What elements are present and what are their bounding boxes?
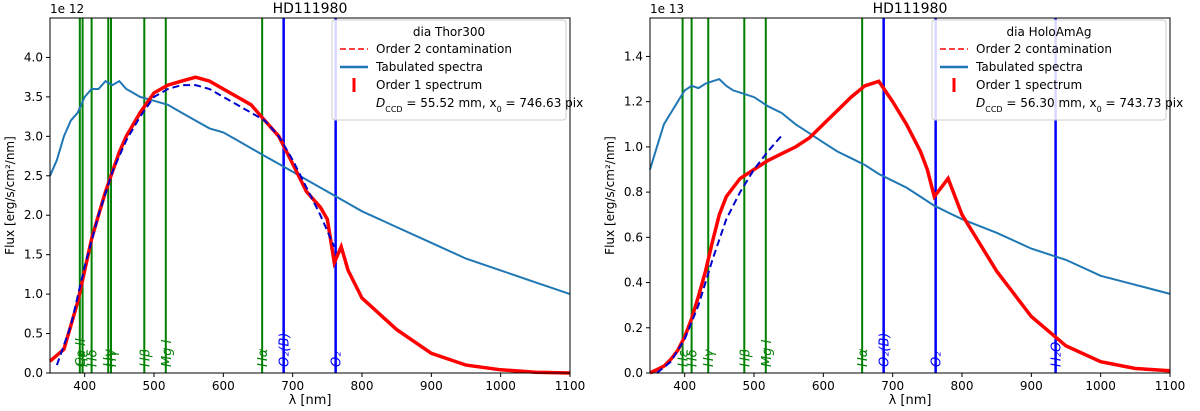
legend-entry-label: Tabulated spectra bbox=[975, 60, 1083, 74]
spectral-line-label: Hα bbox=[856, 348, 871, 367]
spectral-line-label: Ca II bbox=[74, 338, 89, 367]
x-tick-label: 900 bbox=[420, 379, 443, 393]
spectral-line-label: Hδ bbox=[86, 349, 101, 367]
spectral-line-label: O₂ bbox=[330, 352, 345, 367]
legend-title: dia HoloAmAg bbox=[1007, 25, 1092, 39]
spectral-line-label: Hε bbox=[677, 350, 692, 367]
spectral-line-label: Mg I bbox=[160, 339, 175, 367]
y-tick-label: 0.0 bbox=[624, 366, 643, 380]
axis-offset-text: 1e 13 bbox=[650, 2, 684, 16]
y-tick-label: 3.5 bbox=[24, 90, 43, 104]
y-tick-label: 3.0 bbox=[24, 129, 43, 143]
spectral-line-label: H₂O bbox=[1050, 342, 1065, 367]
legend-note-part: 0 bbox=[497, 105, 502, 114]
spectral-line-label: Hβ bbox=[138, 349, 153, 367]
legend-box bbox=[931, 19, 1167, 121]
y-tick-label: 0.6 bbox=[624, 230, 643, 244]
legend-note-part: 0 bbox=[1097, 105, 1102, 114]
plot-frame bbox=[49, 17, 571, 374]
legend-note-part: = 55.52 mm, x bbox=[403, 96, 497, 110]
legend-note-part: = 56.30 mm, x bbox=[1003, 96, 1097, 110]
spectral-line-label: Hα bbox=[256, 348, 271, 367]
series-order-1-spectrum bbox=[649, 79, 1171, 375]
legend-note-part: CCD bbox=[985, 105, 1002, 114]
spectral-line-label: O₂(B) bbox=[278, 332, 293, 367]
x-tick-label: 900 bbox=[1020, 379, 1043, 393]
legend-entry-label: Order 1 spectrum bbox=[976, 78, 1082, 92]
x-tick-label: 800 bbox=[351, 379, 374, 393]
y-tick-label: 1.2 bbox=[624, 95, 643, 109]
spectral-line-label: Hγ bbox=[105, 348, 120, 367]
x-tick-label: 700 bbox=[281, 379, 304, 393]
x-tick-label: 700 bbox=[881, 379, 904, 393]
plot-frame bbox=[649, 17, 1171, 374]
legend-note-part: = 743.73 pix bbox=[1102, 96, 1184, 110]
y-tick-label: 1.5 bbox=[24, 248, 43, 262]
x-tick-label: 1000 bbox=[1085, 379, 1116, 393]
x-tick-label: 1100 bbox=[1155, 379, 1186, 393]
legend-box bbox=[331, 19, 567, 121]
legend-entry-label: Order 1 spectrum bbox=[376, 78, 482, 92]
y-tick-label: 0.5 bbox=[24, 327, 43, 341]
series-order-2-contamination bbox=[656, 134, 783, 374]
legend-entry-label: Order 2 contamination bbox=[976, 42, 1112, 56]
legend-note-part: CCD bbox=[385, 105, 402, 114]
x-axis-label: λ [nm] bbox=[889, 393, 932, 408]
y-axis-label: Flux [erg/s/cm²/nm] bbox=[3, 136, 17, 255]
chart-title: HD111980 bbox=[873, 1, 948, 17]
x-tick-label: 500 bbox=[743, 379, 766, 393]
x-tick-label: 600 bbox=[812, 379, 835, 393]
x-tick-label: 400 bbox=[673, 379, 696, 393]
spectral-line-label: Hγ bbox=[702, 348, 717, 367]
legend-title: dia Thor300 bbox=[413, 25, 485, 39]
y-tick-label: 2.0 bbox=[24, 208, 43, 222]
legend-entry-label: Tabulated spectra bbox=[375, 60, 483, 74]
spectral-line-label: Hβ bbox=[738, 349, 753, 367]
spectral-line-label: Hγ bbox=[102, 348, 117, 367]
spectral-line-label: Hδ bbox=[686, 349, 701, 367]
series-order-1-spectrum bbox=[48, 75, 571, 375]
y-tick-label: 1.4 bbox=[624, 49, 643, 63]
y-tick-label: 0.4 bbox=[624, 276, 643, 290]
x-axis-label: λ [nm] bbox=[289, 393, 332, 408]
x-tick-label: 500 bbox=[143, 379, 166, 393]
y-tick-label: 0.0 bbox=[24, 366, 43, 380]
y-tick-label: 0.8 bbox=[624, 185, 643, 199]
x-tick-label: 1000 bbox=[485, 379, 516, 393]
legend-note: DCCD = 56.30 mm, x0 = 743.73 pix bbox=[976, 96, 1183, 114]
series-order-2-contamination bbox=[55, 84, 336, 366]
legend-note-part: = 746.63 pix bbox=[502, 96, 584, 110]
x-tick-label: 1100 bbox=[555, 379, 586, 393]
legend-note-part: D bbox=[976, 96, 985, 110]
x-tick-label: 800 bbox=[951, 379, 974, 393]
spectral-line-label: Mg I bbox=[760, 339, 775, 367]
y-tick-label: 0.2 bbox=[624, 321, 643, 335]
spectral-line-label: O₂ bbox=[930, 352, 945, 367]
y-tick-label: 2.5 bbox=[24, 169, 43, 183]
series-tabulated-spectra bbox=[49, 79, 571, 296]
axis-offset-text: 1e 12 bbox=[50, 2, 84, 16]
legend-note-part: D bbox=[376, 96, 385, 110]
legend: dia HoloAmAg Order 2 contamination Tabulat… bbox=[931, 19, 1183, 121]
x-tick-label: 400 bbox=[73, 379, 96, 393]
y-tick-label: 1.0 bbox=[24, 287, 43, 301]
y-tick-label: 4.0 bbox=[24, 50, 43, 64]
chart-title: HD111980 bbox=[273, 1, 348, 17]
legend: dia Thor300 Order 2 contamination Tabulate… bbox=[331, 19, 583, 121]
legend-note: DCCD = 55.52 mm, x0 = 746.63 pix bbox=[376, 96, 583, 114]
x-tick-label: 600 bbox=[212, 379, 235, 393]
spectral-line-label: O₂(B) bbox=[878, 332, 893, 367]
legend-entry-label: Order 2 contamination bbox=[376, 42, 512, 56]
y-tick-label: 1.0 bbox=[624, 140, 643, 154]
y-axis-label: Flux [erg/s/cm²/nm] bbox=[603, 136, 617, 255]
